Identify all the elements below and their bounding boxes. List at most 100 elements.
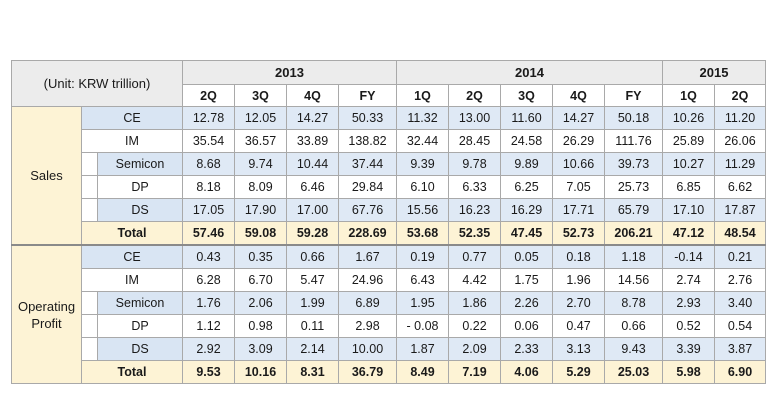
quarter-header: 2Q: [714, 84, 766, 107]
value-cell: 35.54: [182, 129, 235, 153]
value-cell: 6.85: [662, 175, 715, 199]
value-cell: 6.90: [714, 360, 766, 384]
value-cell: 0.98: [234, 314, 287, 338]
value-cell: 10.00: [338, 337, 397, 361]
value-cell: 9.39: [396, 152, 449, 176]
value-cell: 6.89: [338, 291, 397, 315]
value-cell: 14.27: [286, 106, 339, 130]
value-cell: 0.77: [448, 244, 501, 269]
value-cell: 24.96: [338, 268, 397, 292]
value-cell: 7.19: [448, 360, 501, 384]
table-row: IM 6.28 6.70 5.47 24.96 6.43 4.42 1.75 1.96 14.56…: [12, 268, 766, 292]
group-label: Operating Profit: [11, 244, 82, 384]
quarter-header-row: 2Q 3Q 4Q FY 1Q 2Q 3Q 4Q FY 1Q 2Q: [12, 84, 766, 107]
value-cell: 12.78: [182, 106, 235, 130]
value-cell: 1.86: [448, 291, 501, 315]
value-cell: 111.76: [604, 129, 663, 153]
value-cell: 3.39: [662, 337, 715, 361]
value-cell: 29.84: [338, 175, 397, 199]
value-cell: 0.18: [552, 244, 605, 269]
year-header: 2013: [182, 60, 397, 85]
value-cell: 8.68: [182, 152, 235, 176]
segment-label: IM: [81, 129, 183, 153]
value-cell: 2.06: [234, 291, 287, 315]
value-cell: 0.21: [714, 244, 766, 269]
value-cell: 11.29: [714, 152, 766, 176]
segment-label: DP: [97, 314, 183, 338]
quarter-header: 2Q: [448, 84, 501, 107]
value-cell: 2.33: [500, 337, 553, 361]
table-row: Operating Profit CE 0.43 0.35 0.66 1.67 0.19 0.7…: [11, 244, 766, 384]
value-cell: 25.03: [604, 360, 663, 384]
indent-spacer: [81, 198, 98, 222]
value-cell: 7.05: [552, 175, 605, 199]
segment-label: DS: [97, 198, 183, 222]
value-cell: 10.27: [662, 152, 715, 176]
value-cell: 206.21: [604, 221, 663, 246]
value-cell: 28.45: [448, 129, 501, 153]
quarter-header: 1Q: [662, 84, 715, 107]
value-cell: 9.78: [448, 152, 501, 176]
value-cell: 10.66: [552, 152, 605, 176]
unit-label: (Unit: KRW trillion): [11, 60, 183, 107]
value-cell: 0.43: [182, 244, 235, 269]
value-cell: 36.79: [338, 360, 397, 384]
value-cell: 53.68: [396, 221, 449, 246]
table-row: IM 35.54 36.57 33.89 138.82 32.44 28.45 24.58 26…: [12, 129, 766, 153]
quarter-header: FY: [338, 84, 397, 107]
value-cell: 25.89: [662, 129, 715, 153]
segment-label: Semicon: [97, 291, 183, 315]
year-header-row: (Unit: KRW trillion) 2013 2014 2015: [11, 60, 766, 107]
table-row: Sales CE 12.78 12.05 14.27 50.33 11.32 13.00 11.…: [11, 106, 766, 246]
value-cell: 6.46: [286, 175, 339, 199]
value-cell: 1.12: [182, 314, 235, 338]
value-cell: 138.82: [338, 129, 397, 153]
value-cell: 0.47: [552, 314, 605, 338]
value-cell: 11.20: [714, 106, 766, 130]
value-cell: 52.35: [448, 221, 501, 246]
value-cell: 17.05: [182, 198, 235, 222]
value-cell: 5.29: [552, 360, 605, 384]
value-cell: 6.62: [714, 175, 766, 199]
total-row: Total 9.53 10.16 8.31 36.79 8.49 7.19 4.06 5.29 2…: [12, 360, 766, 384]
indent-spacer: [81, 291, 98, 315]
value-cell: 6.33: [448, 175, 501, 199]
value-cell: 1.87: [396, 337, 449, 361]
value-cell: 2.74: [662, 268, 715, 292]
value-cell: 8.49: [396, 360, 449, 384]
value-cell: 1.76: [182, 291, 235, 315]
segment-label: IM: [81, 268, 183, 292]
value-cell: 1.18: [604, 244, 663, 269]
value-cell: 17.90: [234, 198, 287, 222]
value-cell: 16.23: [448, 198, 501, 222]
value-cell: 9.89: [500, 152, 553, 176]
value-cell: 50.33: [338, 106, 397, 130]
quarter-header: 2Q: [182, 84, 235, 107]
value-cell: 17.00: [286, 198, 339, 222]
value-cell: 11.60: [500, 106, 553, 130]
financial-table-container: (Unit: KRW trillion) 2013 2014 2015 2Q 3Q 4Q…: [11, 60, 766, 384]
year-header: 2015: [662, 60, 766, 85]
value-cell: 1.99: [286, 291, 339, 315]
total-row: Total 57.46 59.08 59.28 228.69 53.68 52.35 47.4…: [12, 221, 766, 246]
value-cell: 2.93: [662, 291, 715, 315]
value-cell: 25.73: [604, 175, 663, 199]
value-cell: -0.14: [662, 244, 715, 269]
value-cell: 0.19: [396, 244, 449, 269]
value-cell: 2.14: [286, 337, 339, 361]
indent-spacer: [81, 337, 98, 361]
value-cell: 6.10: [396, 175, 449, 199]
value-cell: 26.29: [552, 129, 605, 153]
quarter-header: 3Q: [234, 84, 287, 107]
value-cell: 6.25: [500, 175, 553, 199]
value-cell: 13.00: [448, 106, 501, 130]
value-cell: 2.98: [338, 314, 397, 338]
value-cell: 0.11: [286, 314, 339, 338]
value-cell: 3.40: [714, 291, 766, 315]
value-cell: 15.56: [396, 198, 449, 222]
total-label: Total: [81, 360, 183, 384]
table-body: Sales CE 12.78 12.05 14.27 50.33 11.32 13.00 11.…: [11, 106, 766, 384]
value-cell: 2.09: [448, 337, 501, 361]
group-label: Sales: [11, 106, 82, 246]
value-cell: 47.45: [500, 221, 553, 246]
